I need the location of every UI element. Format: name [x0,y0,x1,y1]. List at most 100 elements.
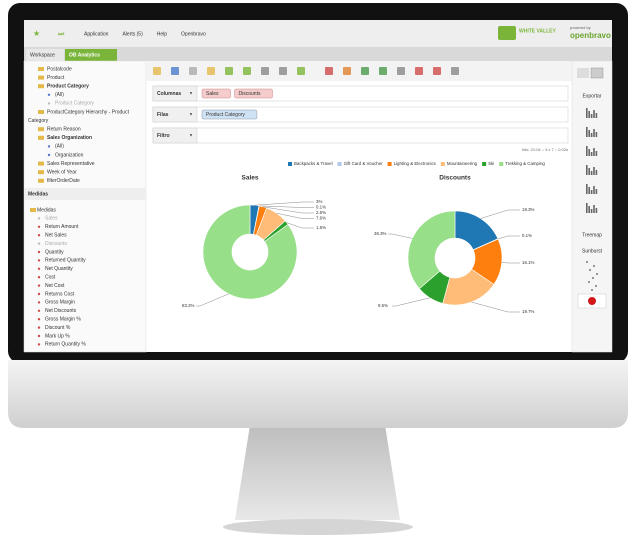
measure-item[interactable]: Gross Margin [45,300,75,306]
tab-label[interactable]: Workspace [30,52,55,58]
chart-type-icon[interactable] [590,114,593,118]
dot-icon[interactable] [596,273,598,275]
measure-item[interactable]: Returns Cost [45,291,75,297]
chart-type-icon[interactable] [593,129,595,137]
measure-item[interactable]: Mark Up % [45,333,70,339]
tree-item[interactable]: (All) [55,144,64,150]
nav-icon[interactable]: ⏭ [58,31,65,38]
measure-item[interactable]: Return Quantity % [45,342,86,348]
chart-type-icon[interactable] [595,170,598,175]
measure-item[interactable]: Cost [45,275,56,281]
dropdown-arrow[interactable]: ▼ [189,133,193,138]
chart-type-icon[interactable] [593,186,595,194]
measure-item[interactable]: Gross Margin % [45,317,81,323]
view-button-active[interactable] [590,67,604,79]
measure-item[interactable]: Net Cost [45,283,65,289]
tab-label[interactable]: OB Analytics [69,52,100,58]
tree-item[interactable]: Sales Representative [47,161,95,167]
measure-item[interactable]: Net Discounts [45,308,77,314]
toolbar-button[interactable] [343,67,351,75]
toolbar-button[interactable] [297,67,305,75]
chart-type-icon[interactable] [590,209,593,213]
toolbar-button[interactable] [433,67,441,75]
chart-type-icon[interactable] [586,184,588,194]
toolbar-button[interactable] [279,67,287,75]
tree-item[interactable]: Product [47,75,65,81]
tree-item[interactable]: ProductCategory Hierarchy - Product [47,109,130,115]
tree-item[interactable]: (All) [55,92,64,98]
menu-item[interactable]: Openbravo [181,31,206,37]
tree-item[interactable]: filterOrderDate [47,178,80,184]
toolbar-button[interactable] [415,67,423,75]
menu-item[interactable]: Application [84,31,109,37]
measure-item[interactable]: Discount % [45,325,71,331]
toolbar-button[interactable] [189,67,197,75]
chart-type-icon[interactable] [588,130,590,137]
dot-icon[interactable] [592,277,594,279]
chart-type-icon[interactable] [588,149,590,156]
pivot-pill-label[interactable]: Product Category [206,112,245,118]
toolbar-button[interactable] [361,67,369,75]
dropdown-arrow[interactable]: ▼ [189,91,193,96]
menu-item[interactable]: Alerts (5) [122,31,143,37]
dot-icon[interactable] [593,265,595,267]
dot-icon[interactable] [586,261,588,263]
chart-type-icon[interactable] [586,203,588,213]
tree-item[interactable]: Product Category [47,84,89,90]
chart-type-icon[interactable] [593,110,595,118]
chart-type-icon[interactable] [595,132,598,137]
tree-item[interactable]: Sales Organization [47,135,92,141]
chart-type-icon[interactable] [593,205,595,213]
measure-item[interactable]: Net Quantity [45,266,73,272]
toolbar-button[interactable] [243,67,251,75]
measure-item[interactable]: Discounts [45,241,67,247]
chart-type-icon[interactable] [590,171,593,175]
sidebar-label[interactable]: Exportar [583,93,602,99]
tab[interactable] [26,49,64,61]
chart-type-icon[interactable] [595,189,598,194]
tree-item[interactable]: Postalcode [47,66,72,72]
toolbar-button[interactable] [397,67,405,75]
chart-type-icon[interactable] [595,208,598,213]
toolbar-button[interactable] [379,67,387,75]
dot-icon[interactable] [591,289,593,291]
chart-type-icon[interactable] [588,206,590,213]
chart-type-icon[interactable] [590,133,593,137]
measure-item[interactable]: Return Amount [45,224,79,230]
chart-type-icon[interactable] [590,190,593,194]
tree-item[interactable]: Product Category [55,101,94,107]
dot-icon[interactable] [588,281,590,283]
chart-type-icon[interactable] [593,167,595,175]
chart-type-icon[interactable] [586,108,588,118]
toolbar-button[interactable] [261,67,269,75]
measure-item[interactable]: Returned Quantity [45,258,86,264]
chart-type-icon[interactable] [595,151,598,156]
chart-type-icon[interactable] [588,111,590,118]
tab-active[interactable] [65,49,117,61]
tree-item[interactable]: Category [28,118,49,124]
chart-type-icon[interactable] [590,152,593,156]
measure-item[interactable]: Net Sales [45,233,67,239]
tree-item[interactable]: Return Reason [47,127,81,133]
dot-icon[interactable] [595,285,597,287]
chart-type-icon[interactable] [595,113,598,118]
pivot-pill[interactable] [201,88,231,99]
sidebar-label[interactable]: Treemap [582,232,602,238]
dot-icon[interactable] [589,269,591,271]
chart-type-icon[interactable] [593,148,595,156]
measure-item[interactable]: Quantity [45,249,64,255]
toolbar-button[interactable] [207,67,215,75]
measure-item[interactable]: Sales [45,216,58,222]
menu-item[interactable]: Help [157,31,168,37]
toolbar-button[interactable] [325,67,333,75]
record-button[interactable] [588,297,596,305]
toolbar-button[interactable] [153,67,161,75]
toolbar-button[interactable] [451,67,459,75]
chart-type-icon[interactable] [588,168,590,175]
dropdown-arrow[interactable]: ▼ [189,112,193,117]
chart-type-icon[interactable] [586,146,588,156]
tree-item[interactable]: Week of Year [47,170,77,176]
tree-item[interactable]: Organization [55,152,84,158]
toolbar-button[interactable] [225,67,233,75]
toolbar-button[interactable] [171,67,179,75]
